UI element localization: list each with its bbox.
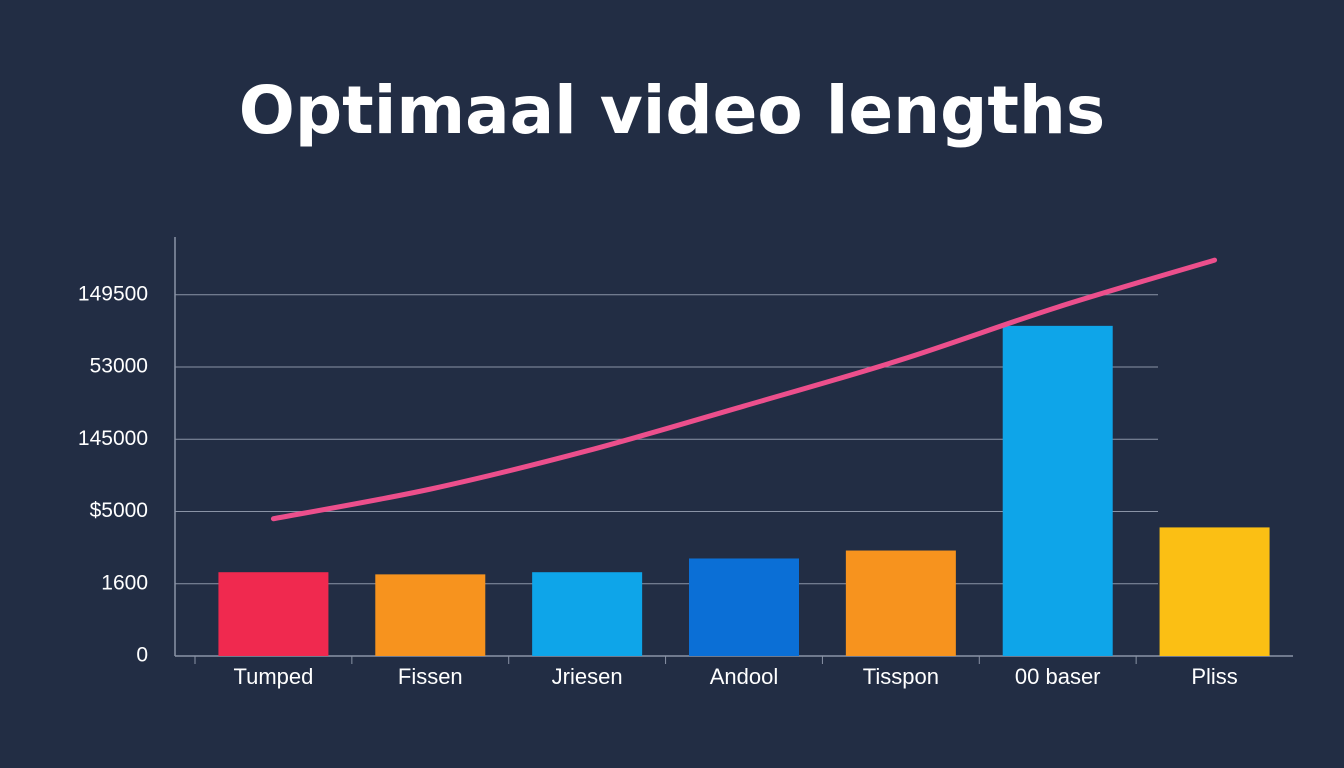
bar xyxy=(689,558,799,656)
trend-line xyxy=(270,257,1218,522)
y-tick-label: 1600 xyxy=(101,571,148,594)
x-tick-label: Pliss xyxy=(1191,664,1237,689)
y-tick-label: $5000 xyxy=(90,499,148,522)
y-tick-label: 53000 xyxy=(90,355,148,378)
bar xyxy=(845,550,956,656)
bar xyxy=(1002,325,1113,656)
x-tick-label: 00 baser xyxy=(1015,664,1101,689)
bar xyxy=(218,572,329,656)
x-tick-label: Jriesen xyxy=(552,664,623,689)
bar xyxy=(1159,527,1270,656)
x-tick-label: Andool xyxy=(710,664,779,689)
x-tick-label: Tumped xyxy=(233,664,313,689)
chart-title: Optimaal video lengths xyxy=(239,72,1105,149)
y-tick-label: 145000 xyxy=(78,427,148,450)
y-tick-label: 149500 xyxy=(78,282,148,305)
bar xyxy=(375,574,486,656)
y-tick-label: 0 xyxy=(136,644,148,667)
x-tick-label: Tisspon xyxy=(863,664,939,689)
bar xyxy=(532,572,643,656)
x-tick-label: Fissen xyxy=(398,664,463,689)
